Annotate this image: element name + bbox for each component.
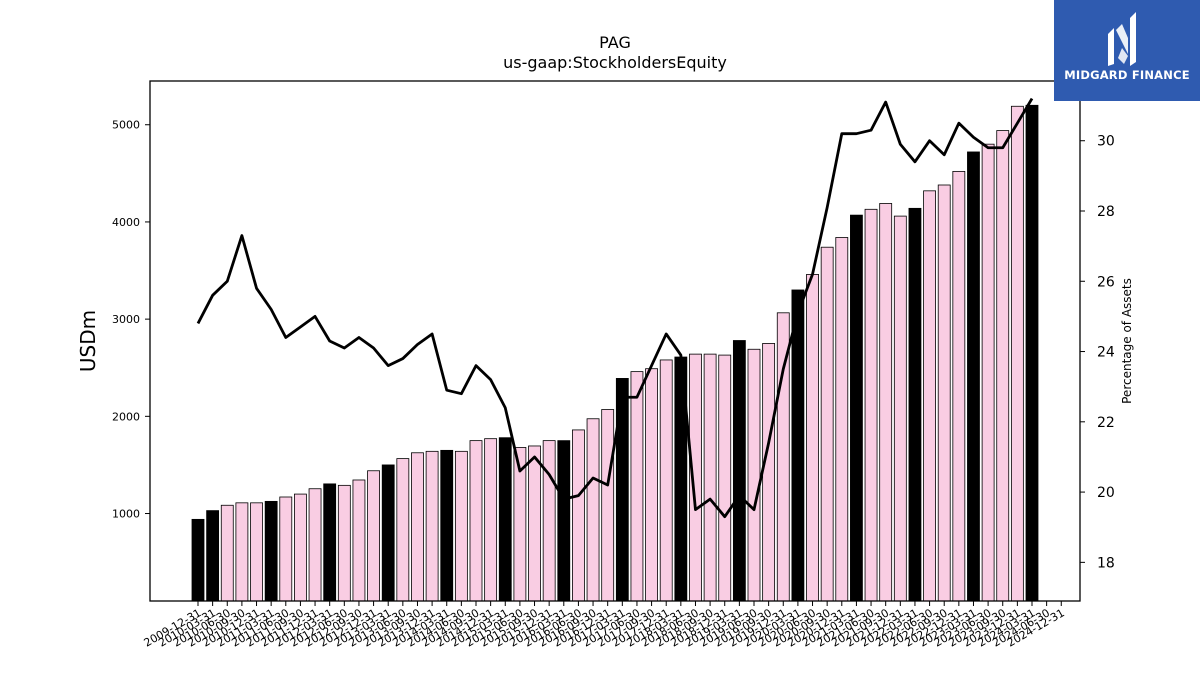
bar-2011-12-31 [308,488,322,602]
y-tick-label: 4000 [112,216,140,229]
bar-2021-06-30 [864,208,878,602]
bar-2013-09-30 [411,452,424,602]
y-axis-label: USDm [76,310,100,372]
bar-2009-12-31 [191,518,205,602]
bar-2020-06-30 [806,274,819,602]
y-tick-label: 2000 [112,410,140,423]
y2-tick-label: 30 [1097,134,1115,150]
y2-axis-label: Percentage of Assets [1120,278,1134,404]
bar-2023-06-30 [981,143,995,602]
bar-2015-09-30 [528,445,541,602]
chart-title: PAG [599,33,631,52]
bar-2016-06-30 [572,429,585,602]
brand-logo: MIDGARD FINANCE [1054,0,1200,101]
bar-2021-12-31 [893,215,907,602]
bar-2016-09-30 [586,418,600,602]
bar-2020-12-31 [835,237,849,602]
bar-2013-03-31 [381,464,395,602]
bar-2016-12-31 [601,409,615,602]
bar-series [191,104,1039,602]
y-tick-label: 5000 [112,119,140,132]
bar-2023-03-31 [967,151,980,602]
bar-2011-06-30 [279,496,293,602]
bar-2020-09-30 [820,246,834,602]
y2-tick-label: 24 [1097,345,1115,361]
plot-frame [149,80,1081,602]
chart-subtitle: us-gaap:StockholdersEquity [503,53,727,72]
bar-2019-09-30 [762,343,776,602]
bar-2018-12-31 [718,354,732,602]
bar-2015-03-31 [498,437,512,602]
bar-2010-03-31 [206,510,220,602]
bar-2012-06-30 [337,484,351,602]
bar-2019-06-30 [747,348,761,602]
bar-2020-03-31 [791,289,805,602]
right-axis: 18 20 22 24 26 28 30 [1080,134,1115,571]
left-axis: 1000 2000 3000 4000 5000 [112,119,150,521]
bar-2017-06-30 [630,371,644,602]
y2-tick-label: 28 [1097,204,1115,220]
bar-2014-03-31 [440,449,454,602]
bar-2021-03-31 [850,214,863,602]
bar-2022-09-30 [937,184,951,602]
bar-2013-06-30 [396,458,410,602]
bar-2019-03-31 [732,340,746,602]
bar-2011-09-30 [294,493,307,602]
x-axis: 2009-12-312010-03-312010-06-302010-09-30… [142,601,1067,650]
bar-2014-09-30 [469,440,483,602]
bar-2014-06-30 [454,450,468,602]
bar-2017-03-31 [615,378,629,602]
line-series [196,97,1034,519]
bar-2010-06-30 [220,504,234,602]
bar-2022-12-31 [952,170,966,602]
bar-2015-12-31 [542,440,556,602]
bar-2010-09-30 [235,502,249,602]
y2-tick-label: 18 [1097,555,1115,571]
logo-text: MIDGARD FINANCE [1064,68,1190,82]
bar-2010-12-31 [250,502,263,602]
bar-2023-09-30 [996,130,1010,602]
percentage-line [196,97,1034,519]
bar-2017-09-30 [645,368,658,602]
bar-2022-06-30 [923,190,936,602]
bar-2024-03-31 [1025,104,1039,602]
y2-tick-label: 22 [1097,415,1115,431]
bar-2012-03-31 [323,483,337,602]
bar-2012-12-31 [367,470,380,602]
y-tick-label: 3000 [112,313,140,326]
logo-mark-icon [1108,12,1136,66]
bar-2013-12-31 [425,450,439,602]
bar-2012-09-30 [352,479,366,602]
bar-2021-09-30 [879,203,893,602]
bar-2014-12-31 [484,438,498,602]
bar-2017-12-31 [659,359,673,602]
bar-2022-03-31 [908,207,922,602]
bar-2016-03-31 [557,440,571,602]
y-tick-label: 1000 [112,508,140,521]
bar-2023-12-31 [1010,105,1024,602]
y2-tick-label: 26 [1097,274,1115,290]
y2-tick-label: 20 [1097,485,1115,501]
bar-2018-09-30 [703,353,717,602]
bar-2011-03-31 [264,500,278,602]
